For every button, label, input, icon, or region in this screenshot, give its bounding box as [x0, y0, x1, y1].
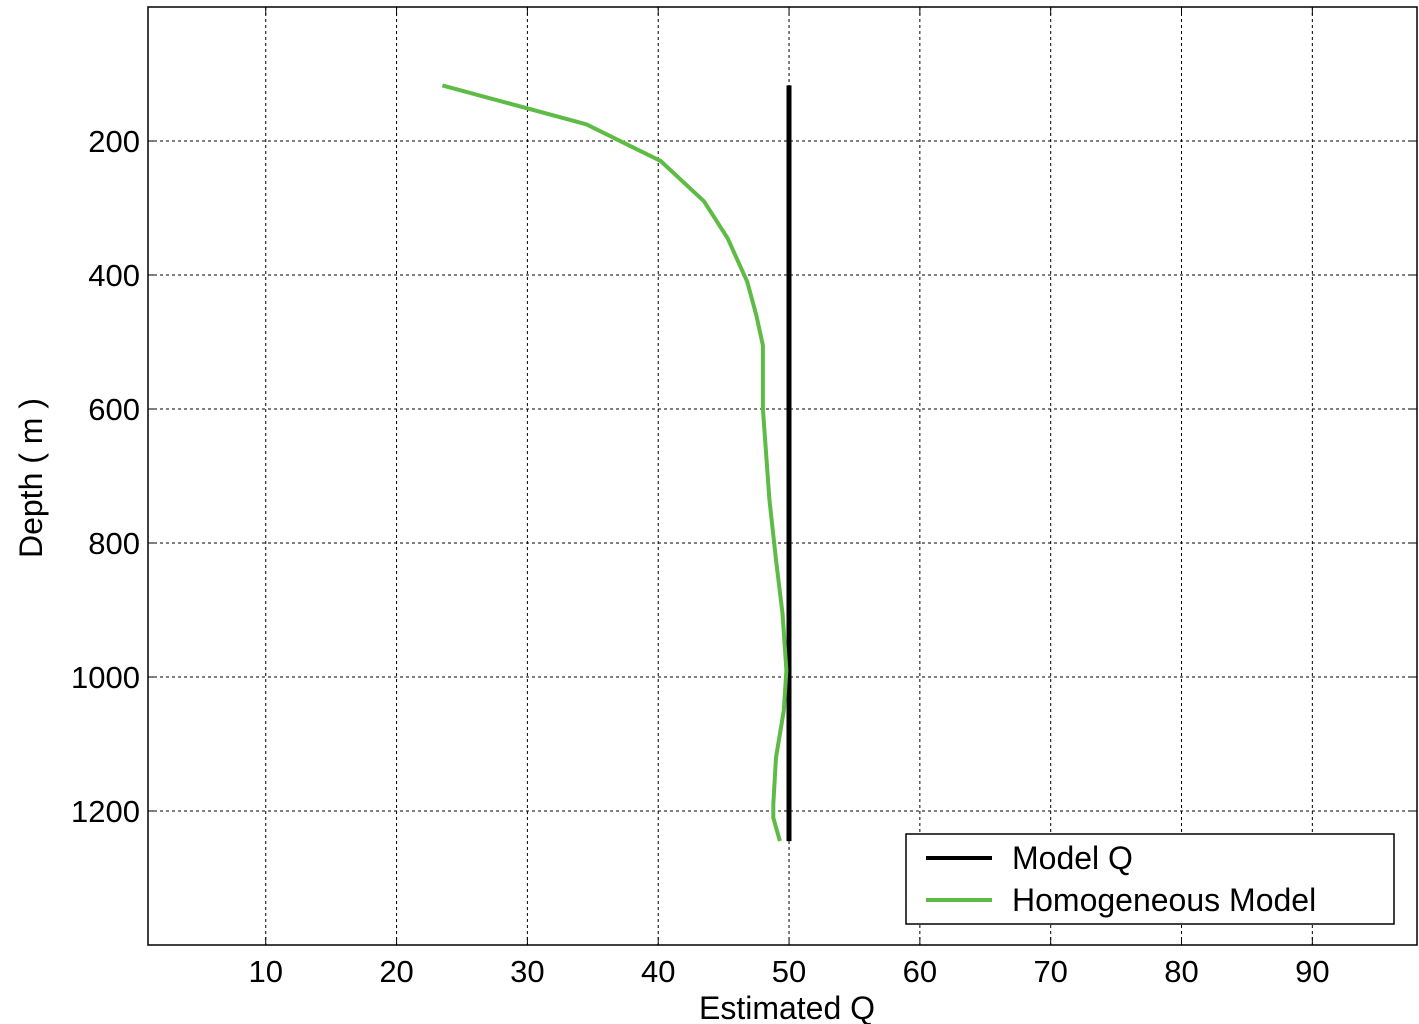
x-tick-label: 30: [510, 954, 544, 989]
legend-label-model-q: Model Q: [1012, 840, 1133, 876]
plot-background: [148, 7, 1417, 945]
y-tick-label: 1200: [71, 794, 140, 829]
series-line-homogeneous-model: [441, 83, 789, 842]
y-tick-label: 800: [88, 526, 140, 561]
series-layer: [441, 83, 792, 842]
legend: Model Q Homogeneous Model: [905, 833, 1395, 925]
x-tick-label: 70: [1033, 954, 1067, 989]
x-tick-label: 10: [249, 954, 283, 989]
legend-box: [905, 833, 1395, 925]
x-tick-label: 60: [903, 954, 937, 989]
plot-frame: [147, 6, 1418, 946]
y-tick-label: 1000: [71, 660, 140, 695]
x-tick-label: 50: [772, 954, 806, 989]
x-tick-label: 40: [641, 954, 675, 989]
y-tick-label: 200: [88, 124, 140, 159]
y-tick-label: 400: [88, 258, 140, 293]
x-tick-label: 80: [1164, 954, 1198, 989]
y-axis-label: Depth ( m ): [13, 398, 49, 558]
x-axis-label: Estimated Q: [699, 990, 875, 1024]
legend-label-homogeneous-model: Homogeneous Model: [1012, 882, 1316, 918]
ticks: 10 20 30 40 50 60 70 80 90 200 400 600 800 1000 1200: [71, 7, 1417, 989]
y-tick-label: 600: [88, 392, 140, 427]
x-tick-label: 20: [379, 954, 413, 989]
x-tick-label: 90: [1295, 954, 1329, 989]
